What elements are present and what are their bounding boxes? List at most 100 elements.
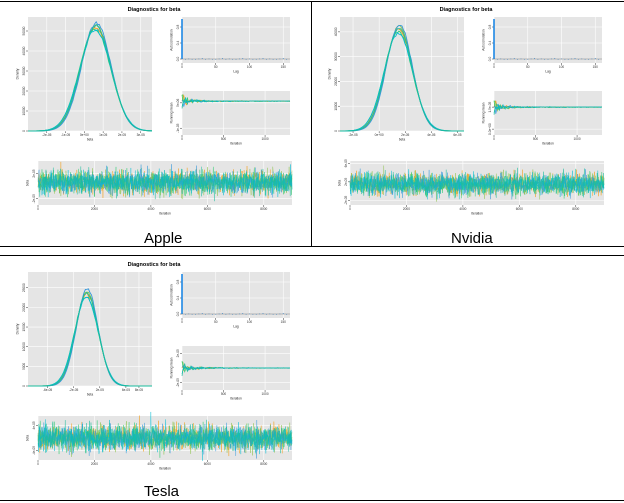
- trace-panel: 0 2000 4000 6000 8000 -2e-05 2e-05 Iteration bet…: [26, 161, 293, 215]
- acf-panel: 0 50 100 150 0.0 0.4 0.8 Lag Autocorrelation: [170, 272, 290, 328]
- density-panel-x-tick-label: -6e-05: [43, 388, 52, 392]
- acf-bar: [255, 59, 257, 60]
- acf-panel: 0 50 100 150 0.0 0.4 0.8 Lag Autocorrelation: [170, 17, 290, 73]
- density-panel-y-tick-label: 0: [334, 130, 338, 132]
- density-panel-x-tick-label: -2e-05: [69, 388, 78, 392]
- acf-bar: [286, 59, 288, 60]
- density-panel-y-tick-label: 20000: [334, 77, 338, 86]
- trace-panel-x-tick-label: 2000: [403, 207, 410, 211]
- trace-panel-x-tick-label: 6000: [516, 207, 523, 211]
- acf-bar: [222, 313, 223, 314]
- trace-panel-x-label: Iteration: [159, 466, 171, 470]
- trace-panel-y-tick-label: 2e-05: [344, 178, 348, 186]
- density-panel-y-tick-label: 50000: [22, 26, 26, 35]
- acf-bar: [191, 314, 193, 315]
- running-mean-panel-y-tick-label: 1.5e-05: [488, 102, 492, 113]
- acf-panel-y-tick-label: 0.8: [488, 25, 492, 30]
- acf-bar: [503, 59, 505, 60]
- running-mean-panel-y-label: Running mean: [482, 102, 486, 123]
- trace-panel-x-tick-label: 0: [37, 462, 39, 466]
- acf-bar: [265, 59, 267, 60]
- running-mean-panel-y-tick-label: 2e-05: [176, 349, 180, 357]
- running-mean-panel-x-tick-label: 0: [493, 137, 495, 141]
- acf-panel-x-label: Lag: [233, 324, 239, 328]
- acf-panel-x-tick-label: 100: [247, 65, 253, 69]
- trace-panel-x-tick-label: 4000: [147, 207, 154, 211]
- acf-bar: [577, 59, 579, 60]
- trace-panel-y-tick-label: 4e-05: [32, 421, 36, 429]
- density-panel-y-tick-label: 20000: [22, 303, 26, 312]
- density-panel-y-tick-label: 10000: [22, 342, 26, 351]
- acf-panel-y-tick-label: 0.0: [176, 312, 180, 317]
- acf-bar: [225, 314, 227, 315]
- acf-panel-x-tick-label: 50: [214, 320, 218, 324]
- acf-bar: [181, 19, 183, 59]
- trace-panel-y-label: beta: [26, 180, 30, 186]
- trace-panel-x-label: Iteration: [471, 211, 483, 215]
- acf-bar: [272, 59, 274, 60]
- density-panel-x-tick-label: 8e-05: [135, 388, 143, 392]
- acf-bar: [584, 59, 586, 60]
- running-mean-panel: 0 500 1000 -1e-05 5e-06 Iteration Running mean: [170, 91, 291, 145]
- density-panel: -2e-05 -1e-05 0e+00 1e-05 2e-05 3e-05 0 10000 20…: [16, 17, 153, 141]
- trace-panel-x-tick-label: 6000: [204, 462, 211, 466]
- density-panel-y-tick-label: 0: [22, 385, 26, 387]
- acf-bar: [554, 58, 556, 59]
- density-panel-background: [28, 272, 152, 386]
- density-panel-x-label: beta: [87, 137, 93, 141]
- acf-bar: [588, 59, 589, 60]
- acf-bar: [534, 58, 535, 59]
- acf-bar: [245, 59, 247, 60]
- running-mean-panel-background: [494, 91, 602, 135]
- acf-bar: [493, 19, 495, 59]
- density-panel-y-tick-label: 15000: [22, 322, 26, 331]
- density-panel-x-tick-label: -1e-05: [61, 133, 70, 137]
- density-panel-x-tick-label: 2e-05: [96, 388, 104, 392]
- acf-panel-y-tick-label: 0.4: [488, 41, 492, 46]
- density-chain-6: [28, 24, 153, 132]
- acf-panel-background: [494, 17, 602, 63]
- acf-bar: [195, 59, 196, 60]
- acf-bar: [282, 313, 284, 314]
- trace-panel-y-tick-label: 2e-05: [32, 169, 36, 177]
- acf-panel-x-tick-label: 150: [281, 320, 287, 324]
- acf-panel-y-label: Autocorrelation: [170, 284, 174, 306]
- acf-bar: [537, 59, 539, 60]
- running-mean-panel-y-label: Running mean: [170, 102, 174, 123]
- trace-panel-x-label: Iteration: [159, 211, 171, 215]
- density-panel-y-tick-label: 40000: [22, 46, 26, 55]
- table-rule-middle-2: [0, 255, 624, 256]
- density-panel-x-tick-label: 6e-05: [453, 133, 461, 137]
- running-mean-panel-x-tick-label: 500: [533, 137, 539, 141]
- acf-bar: [242, 313, 244, 314]
- running-mean-panel-x-tick-label: 1000: [262, 392, 269, 396]
- density-panel-y-tick-label: 30000: [22, 66, 26, 75]
- acf-bar: [564, 59, 566, 60]
- acf-panel-y-tick-label: 0.0: [176, 57, 180, 62]
- acf-bar: [191, 59, 193, 60]
- acf-bar: [195, 314, 196, 315]
- density-panel-x-tick-label: 1e-05: [99, 133, 107, 137]
- running-mean-panel-x-tick-label: 500: [221, 392, 227, 396]
- density-panel: -2e-05 0e+00 2e-05 4e-05 6e-05 0 10000 20000 300…: [328, 17, 464, 141]
- density-panel: -6e-05 -2e-05 2e-05 6e-05 8e-05 0 5000 10000 150…: [16, 272, 152, 396]
- density-panel-x-tick-label: 6e-05: [122, 388, 130, 392]
- acf-panel-y-tick-label: 0.4: [176, 41, 180, 46]
- trace-panel-x-tick-label: 0: [349, 207, 351, 211]
- trace-panel-y-tick-label: -2e-05: [32, 194, 36, 203]
- acf-bar: [517, 59, 519, 60]
- acf-bar: [235, 314, 237, 315]
- running-mean-panel-y-tick-label: 0.0e+00: [488, 123, 492, 135]
- acf-panel-x-tick-label: 150: [593, 65, 599, 69]
- diagnostics-figure-nvidia: Diagnostics for beta -2e-05 0e+00 2e-05 4e-0…: [328, 7, 605, 215]
- trace-panel-y-tick-label: 6e-05: [344, 159, 348, 167]
- acf-bar: [215, 59, 217, 60]
- acf-bar: [496, 59, 498, 60]
- density-panel-x-tick-label: 0e+00: [80, 133, 89, 137]
- trace-panel-y-label: beta: [26, 435, 30, 441]
- acf-panel-y-label: Autocorrelation: [170, 29, 174, 51]
- diagnostics-figure-apple: Diagnostics for beta -2e-05 -1e-05 0e+00 1e-…: [16, 7, 293, 215]
- acf-bar: [232, 59, 234, 60]
- running-mean-panel-background: [182, 91, 290, 135]
- acf-bar: [184, 59, 186, 60]
